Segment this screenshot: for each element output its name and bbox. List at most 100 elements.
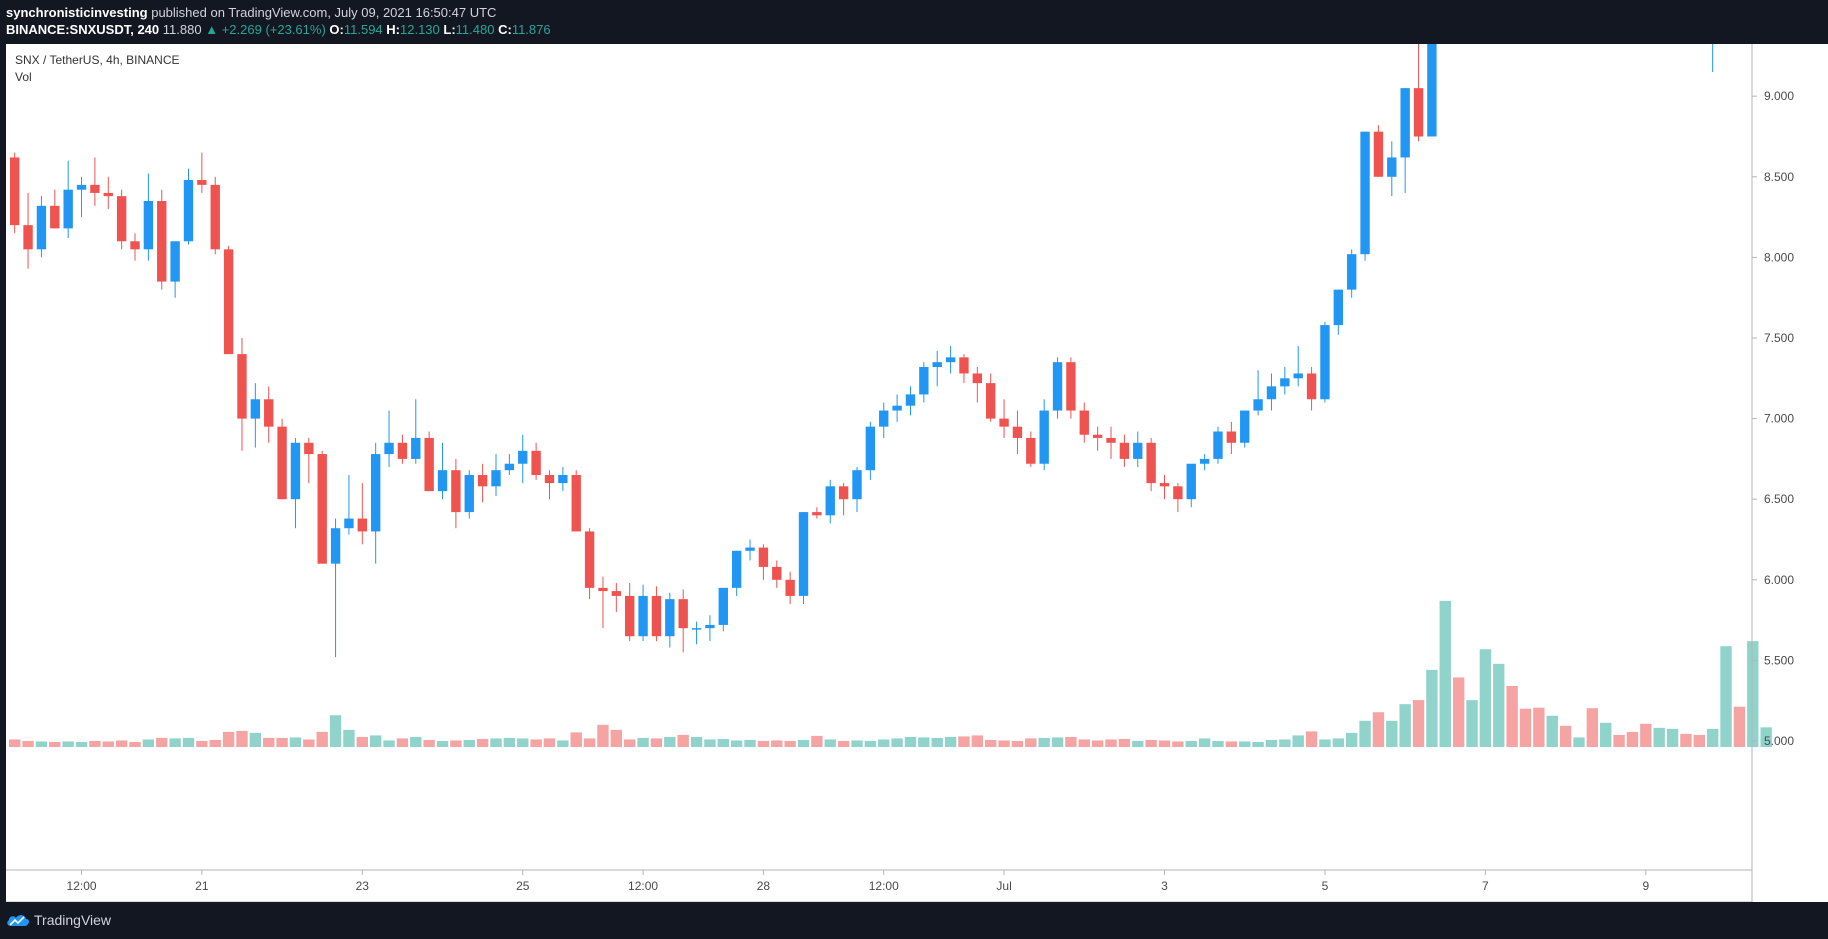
volume-bar [142,739,155,747]
candle-body [1240,410,1250,443]
candle-body [1199,458,1210,464]
candle-body [277,426,287,500]
legend-volume[interactable]: Vol [15,70,32,84]
candle-body [571,475,581,532]
candle-body [1079,410,1089,435]
volume-bar [1680,733,1692,747]
candle-body [665,599,675,637]
volume-bar [1212,740,1224,747]
candle-body [170,241,180,282]
volume-bar [1265,739,1278,747]
candle-body [103,192,113,197]
volume-bar [1051,737,1064,747]
volume-bar [1733,706,1746,747]
volume-bar [851,740,863,747]
candlestick-chart[interactable]: 5.000 5.500 6.000 6.500 7.000 7.500 8.000 8.500… [6,44,1828,902]
candle-body [76,184,87,190]
candle-body [197,180,207,185]
candle-body [304,442,314,455]
candle-body [237,354,247,419]
candle-body [210,184,220,250]
volume-bar [1132,740,1144,747]
volume-bar [396,738,409,747]
candle-body [638,595,648,637]
price-tick-label: 7.000 [1764,412,1794,426]
volume-bar [864,740,877,747]
price-tick-label: 9.000 [1764,89,1794,103]
volume-bar [129,741,141,747]
volume-bar [303,739,315,747]
candle-body [905,394,916,406]
volume-bar [771,740,783,747]
volume-bar [583,738,596,747]
open-value: 11.594 [343,22,383,37]
candle-body [1387,157,1397,177]
candle-body [411,437,421,459]
candle-body [611,591,622,596]
candle-body [1226,431,1237,443]
volume-bar [744,739,756,747]
volume-bar [490,738,502,747]
candle-body [678,599,688,629]
candle-body [1427,44,1437,137]
volume-bar [1359,720,1371,747]
time-tick-label: 21 [195,879,209,893]
volume-bar [436,740,449,747]
time-tick-label: 28 [757,879,771,893]
candle-body [1347,254,1357,290]
low-label: L: [443,22,456,37]
volume-bar [1239,741,1251,747]
volume-bar [75,741,88,747]
volume-bar [276,737,288,747]
volume-bar [1613,734,1625,747]
candle-body [959,357,969,374]
volume-bar [1533,707,1545,747]
candle-body [718,587,728,625]
volume-bar [690,736,703,747]
candle-body [116,196,127,242]
volume-bar [9,739,21,747]
published-text: published on TradingView.com, July 09, 2… [151,5,497,20]
candle-body [464,475,474,513]
close-label: C: [498,22,512,37]
volume-bar [1666,728,1679,747]
volume-bar [1586,708,1599,747]
price-tick-label: 6.000 [1764,573,1794,587]
candle-body [625,595,635,637]
volume-bar [22,740,34,747]
candle-body [785,579,795,596]
price-tick-label: 5.000 [1764,734,1794,748]
volume-bar [1412,700,1425,747]
candle-body [1186,463,1196,500]
candle-body [932,362,942,368]
tradingview-brand[interactable]: TradingView [34,912,112,928]
tradingview-cloud-icon[interactable] [6,912,30,928]
chart-legend: SNX / TetherUS, 4h, BINANCE Vol [15,53,180,87]
volume-bar [1493,663,1505,747]
candle-body [1293,373,1303,379]
candle-body [892,405,902,411]
chart-panel[interactable]: 5.000 5.500 6.000 6.500 7.000 7.500 8.000 8.500… [6,44,1828,902]
close-value: 11.876 [511,22,551,37]
legend-title[interactable]: SNX / TetherUS, 4h, BINANCE [15,53,180,67]
volume-bar [1452,677,1465,747]
candle-body [598,587,608,592]
volume-bar [222,731,235,747]
candle-body [838,486,849,500]
volume-bar [316,731,328,747]
open-label: O: [329,22,344,37]
candle-body [1012,426,1023,438]
author-name[interactable]: synchronisticinvesting [6,5,148,20]
time-tick-label: 5 [1322,879,1329,893]
volume-bar [664,736,676,747]
volume-bar [624,739,636,747]
candle-body [504,463,515,471]
candle-body [330,528,341,564]
candle-body [731,550,742,588]
volume-bar [1747,641,1759,747]
candle-body [10,157,20,226]
volume-bar [1573,737,1585,747]
volume-bar [503,737,516,747]
volume-bar [543,738,556,747]
candle-body [999,418,1009,427]
